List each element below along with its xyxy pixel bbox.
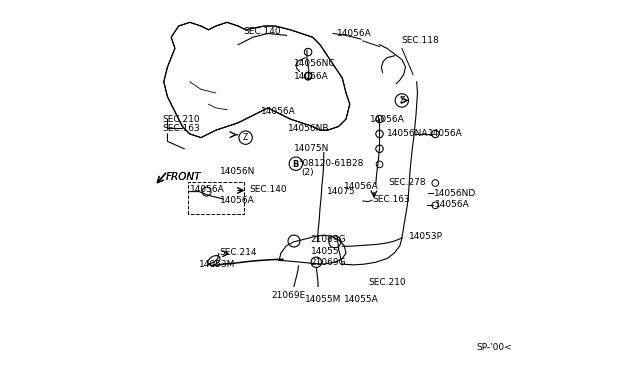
Text: 14056A: 14056A xyxy=(337,29,371,38)
Text: Z: Z xyxy=(243,133,248,142)
Text: SEC.214: SEC.214 xyxy=(220,248,257,257)
Text: 14055A: 14055A xyxy=(344,295,379,304)
Text: 14055: 14055 xyxy=(310,247,339,256)
Text: Z: Z xyxy=(399,96,404,105)
Text: SEC.163: SEC.163 xyxy=(162,124,200,133)
Text: 14053M: 14053M xyxy=(199,260,236,269)
Text: 21069E: 21069E xyxy=(271,291,306,300)
Text: SEC.163: SEC.163 xyxy=(372,195,410,203)
Text: 14056A: 14056A xyxy=(435,200,470,209)
Text: B: B xyxy=(292,160,299,169)
Text: 14056A: 14056A xyxy=(260,107,295,116)
Text: 14056A: 14056A xyxy=(428,129,463,138)
Text: 21069G: 21069G xyxy=(310,258,346,267)
Text: 14056N: 14056N xyxy=(220,167,255,176)
Text: 14056A: 14056A xyxy=(370,115,405,124)
Text: (2): (2) xyxy=(301,169,314,177)
Text: 14056NC: 14056NC xyxy=(294,59,335,68)
Text: SEC.140: SEC.140 xyxy=(250,185,287,194)
Text: °08120-61B28: °08120-61B28 xyxy=(298,159,363,168)
Text: FRONT: FRONT xyxy=(166,172,201,182)
Text: SEC.140: SEC.140 xyxy=(244,27,282,36)
Text: 14075: 14075 xyxy=(328,187,356,196)
Text: 14055M: 14055M xyxy=(305,295,342,304)
Text: 14056NB: 14056NB xyxy=(289,124,330,133)
Text: 14056A: 14056A xyxy=(190,185,225,194)
Text: 14056ND: 14056ND xyxy=(433,189,476,198)
Text: 14056A: 14056A xyxy=(344,182,379,190)
Text: SEC.210: SEC.210 xyxy=(162,115,200,124)
Text: SP-'00<: SP-'00< xyxy=(476,343,512,352)
Polygon shape xyxy=(164,22,349,138)
Text: 14053P: 14053P xyxy=(410,232,444,241)
Text: FRONT: FRONT xyxy=(166,173,201,182)
Text: 14056NA: 14056NA xyxy=(387,129,428,138)
Text: SEC.210: SEC.210 xyxy=(369,278,406,287)
Text: SEC.118: SEC.118 xyxy=(402,36,440,45)
Text: 21069G: 21069G xyxy=(310,235,346,244)
Text: 14075N: 14075N xyxy=(294,144,330,153)
Text: 14056A: 14056A xyxy=(220,196,254,205)
Text: 14056A: 14056A xyxy=(294,72,329,81)
Text: SEC.278: SEC.278 xyxy=(389,178,426,187)
